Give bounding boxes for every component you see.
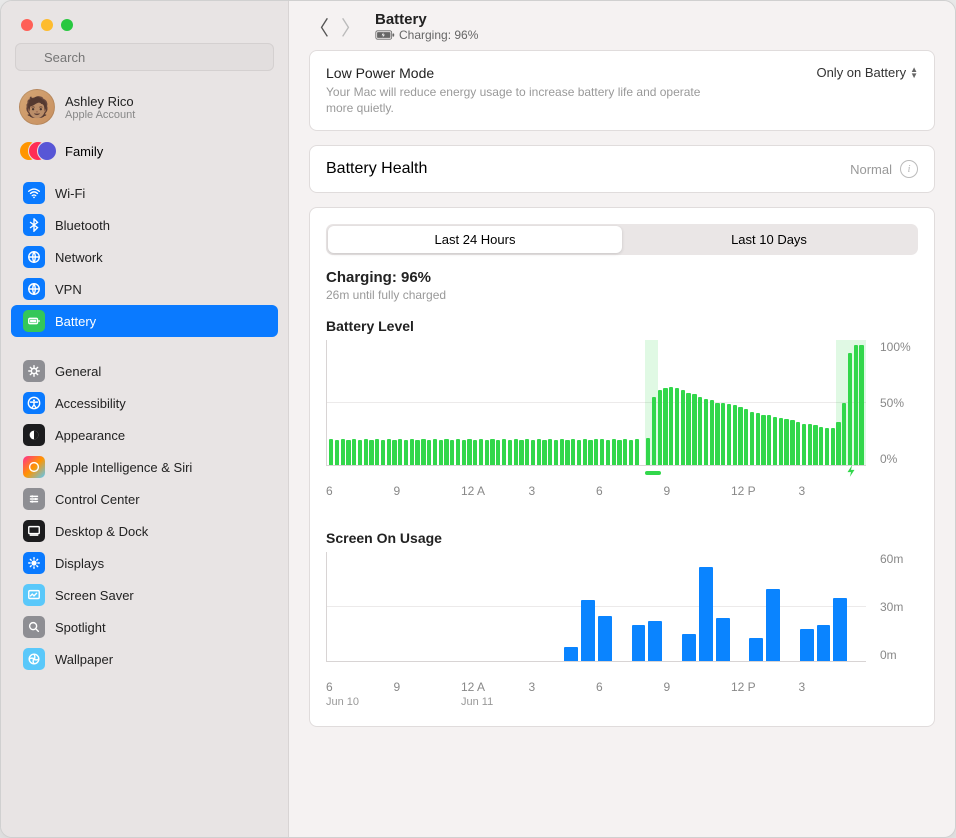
sidebar-item-label: Control Center [55,492,140,507]
sidebar: 🧑🏽 Ashley Rico Apple Account Family Wi-F… [1,1,289,837]
charging-icon [375,30,395,40]
settings-window: 🧑🏽 Ashley Rico Apple Account Family Wi-F… [0,0,956,838]
sidebar-item-screen-saver[interactable]: Screen Saver [11,579,278,611]
traffic-lights [1,1,288,43]
sidebar-item-network[interactable]: Network [11,241,278,273]
usage-panel: Last 24 HoursLast 10 Days Charging: 96% … [309,207,935,727]
sidebar-item-appearance[interactable]: Appearance [11,419,278,451]
sidebar-item-label: Appearance [55,428,125,443]
sidebar-item-wi-fi[interactable]: Wi-Fi [11,177,278,209]
family-avatars [19,139,55,163]
zoom-button[interactable] [61,19,73,31]
siri-icon [23,456,45,478]
charge-status: Charging: 96% [326,269,918,286]
family-row[interactable]: Family [1,133,288,173]
back-button[interactable]: 〈 [309,12,329,41]
page-subtitle: Charging: 96% [375,28,478,42]
bolt-icon [844,464,858,483]
account-row[interactable]: 🧑🏽 Ashley Rico Apple Account [1,81,288,133]
bluetooth-icon [23,214,45,236]
displays-icon [23,552,45,574]
sidebar-item-label: VPN [55,282,82,297]
sidebar-item-desktop-dock[interactable]: Desktop & Dock [11,515,278,547]
account-name: Ashley Rico [65,94,135,109]
info-icon[interactable]: i [900,160,918,178]
sidebar-item-label: Displays [55,556,104,571]
time-segment: Last 24 HoursLast 10 Days [326,224,918,255]
minimize-button[interactable] [41,19,53,31]
network-icon [23,246,45,268]
sidebar-item-label: Desktop & Dock [55,524,148,539]
vpn-icon [23,278,45,300]
low-power-desc: Your Mac will reduce energy usage to inc… [326,84,706,116]
wallpaper-icon [23,648,45,670]
nav: Wi-Fi Bluetooth Network VPN Battery General Ac… [1,173,288,679]
sidebar-item-vpn[interactable]: VPN [11,273,278,305]
sidebar-item-label: Wi-Fi [55,186,85,201]
chevron-updown-icon: ▲▼ [910,67,918,79]
search-input[interactable] [15,43,274,71]
low-power-label: Low Power Mode [326,65,706,81]
low-power-panel: Low Power Mode Your Mac will reduce ener… [309,50,935,131]
sidebar-item-label: Battery [55,314,96,329]
sidebar-item-label: Bluetooth [55,218,110,233]
health-label: Battery Health [326,160,427,178]
forward-button[interactable]: 〉 [341,12,361,41]
page-title: Battery [375,11,478,28]
control-icon [23,488,45,510]
general-icon [23,360,45,382]
sidebar-item-bluetooth[interactable]: Bluetooth [11,209,278,241]
sidebar-item-wallpaper[interactable]: Wallpaper [11,643,278,675]
account-sub: Apple Account [65,109,135,121]
sidebar-item-label: Spotlight [55,620,106,635]
sidebar-item-general[interactable]: General [11,355,278,387]
segment-last-24-hours[interactable]: Last 24 Hours [328,226,622,253]
sidebar-item-label: Apple Intelligence & Siri [55,460,192,475]
header: 〈 〉 Battery Charging: 96% [289,1,955,50]
sidebar-item-spotlight[interactable]: Spotlight [11,611,278,643]
battery-level-chart: Battery Level 100%50%0% 6912 A36912 P3 [326,318,918,514]
appearance-icon [23,424,45,446]
sidebar-item-label: Accessibility [55,396,126,411]
battery-health-panel: Battery Health Normal i [309,145,935,193]
sidebar-item-accessibility[interactable]: Accessibility [11,387,278,419]
main: 〈 〉 Battery Charging: 96% Low Power Mode… [289,1,955,837]
sidebar-item-battery[interactable]: Battery [11,305,278,337]
family-label: Family [65,144,103,159]
wifi-icon [23,182,45,204]
screensaver-icon [23,584,45,606]
accessibility-icon [23,392,45,414]
charge-eta: 26m until fully charged [326,288,918,302]
low-power-select[interactable]: Only on Battery ▲▼ [816,65,918,80]
close-button[interactable] [21,19,33,31]
sidebar-item-label: Network [55,250,103,265]
segment-last-10-days[interactable]: Last 10 Days [622,226,916,253]
sidebar-item-label: General [55,364,101,379]
sidebar-item-label: Screen Saver [55,588,134,603]
sidebar-item-label: Wallpaper [55,652,113,667]
sidebar-item-displays[interactable]: Displays [11,547,278,579]
battery-icon [23,310,45,332]
spotlight-icon [23,616,45,638]
sidebar-item-apple-intelligence-siri[interactable]: Apple Intelligence & Siri [11,451,278,483]
screen-usage-chart: Screen On Usage 60m30m0m 6912 A36912 P3J… [326,530,918,710]
sidebar-item-control-center[interactable]: Control Center [11,483,278,515]
avatar: 🧑🏽 [19,89,55,125]
health-value: Normal [850,162,892,177]
desktop-icon [23,520,45,542]
